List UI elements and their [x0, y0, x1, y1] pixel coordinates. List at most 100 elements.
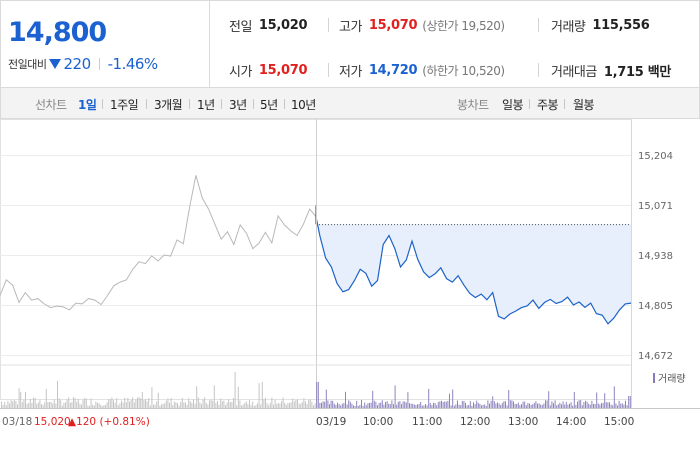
- volume-bar: [194, 403, 196, 408]
- volume-bar: [287, 403, 289, 408]
- volume-bar: [409, 403, 410, 408]
- volume-bar: [121, 400, 122, 408]
- volume-bar: [317, 382, 319, 408]
- volume-bar: [338, 403, 340, 408]
- tab-3year[interactable]: 3년: [229, 98, 247, 112]
- tab-5year[interactable]: 5년: [260, 98, 278, 112]
- tab-1day[interactable]: 1일: [78, 98, 97, 112]
- volume-bar: [167, 398, 169, 408]
- volume-bar: [340, 405, 342, 408]
- volume-bar: [122, 402, 124, 408]
- intraday-chart: 15,204 15,071 14,938 14,805 14,672 거래량 0…: [0, 119, 700, 450]
- volume-bar: [148, 398, 150, 408]
- volume-bar: [364, 402, 366, 408]
- volume-bar: [177, 403, 178, 408]
- volume-bar: [493, 401, 495, 408]
- volume-bar: [425, 404, 426, 408]
- y-tick-label: 14,805: [638, 301, 673, 312]
- tab-monthly-candle[interactable]: 월봉: [573, 98, 595, 112]
- volume-bar: [261, 381, 263, 408]
- volume-bar: [577, 401, 578, 408]
- volume-bar: [229, 402, 231, 408]
- volume-bar: [74, 398, 76, 408]
- volume-bar: [458, 404, 460, 408]
- change-value: 220: [63, 55, 91, 73]
- volume-bar: [57, 381, 58, 408]
- volume-bar: [234, 372, 236, 408]
- volume-bar: [605, 402, 607, 408]
- tab-weekly-candle[interactable]: 주봉: [537, 98, 559, 112]
- volume-bar: [593, 403, 594, 408]
- volume-bar: [49, 402, 50, 408]
- volume-bar: [130, 399, 132, 408]
- today-area-fill: [316, 216, 631, 324]
- volume-bar: [300, 403, 302, 408]
- volume-bar: [538, 403, 540, 408]
- volume-bar: [109, 399, 111, 408]
- volume-bar: [492, 396, 494, 408]
- volume-bar: [165, 400, 167, 408]
- volume-bars: [1, 372, 631, 408]
- volume-bar: [145, 399, 146, 408]
- volume-bar: [157, 392, 159, 408]
- volume-bar: [586, 401, 588, 408]
- volume-bar: [548, 391, 550, 408]
- volume-bar: [389, 404, 391, 408]
- volume-bar: [170, 398, 172, 408]
- volume-bar: [81, 404, 82, 408]
- high-label: 고가: [339, 20, 362, 35]
- volume-bar: [324, 401, 326, 408]
- volume-bar: [449, 393, 450, 408]
- volume-bar: [621, 403, 623, 408]
- volume-bar: [545, 400, 546, 408]
- volume-bar: [601, 403, 602, 408]
- volume-bar: [333, 403, 335, 408]
- volume-bar: [476, 400, 478, 408]
- volume-bar: [306, 404, 308, 408]
- volume-bar: [623, 404, 625, 408]
- volume-bar: [533, 402, 535, 408]
- volume-bar: [477, 402, 479, 408]
- volume-bar: [537, 403, 538, 408]
- volume-bar: [138, 397, 140, 408]
- volume-bar: [34, 398, 36, 408]
- volume-bar: [215, 403, 217, 408]
- volume-bar: [45, 388, 47, 408]
- volume-bar: [52, 403, 54, 408]
- tab-daily-candle[interactable]: 일봉: [502, 98, 524, 112]
- volume-value: 115,556: [592, 18, 650, 33]
- volume-bar: [266, 403, 268, 408]
- volume-bar: [532, 404, 534, 408]
- volume-bar: [569, 403, 570, 408]
- volume-bar: [617, 405, 618, 408]
- volume-bar: [85, 398, 87, 408]
- volume-bar: [439, 401, 441, 408]
- volume-bar: [178, 405, 180, 408]
- volume-bar: [417, 404, 418, 408]
- volume-bar: [503, 401, 505, 408]
- volume-bar: [143, 400, 145, 408]
- tab-1week[interactable]: 1주일: [110, 98, 139, 112]
- volume-bar: [594, 404, 596, 408]
- volume-bar: [301, 402, 303, 408]
- volume-bar: [434, 403, 436, 408]
- volume-bar: [514, 403, 516, 408]
- amount-value: 1,715 백만: [603, 65, 672, 80]
- volume-bar: [453, 405, 455, 408]
- volume-bar: [292, 398, 294, 408]
- tab-1year[interactable]: 1년: [197, 98, 215, 112]
- tab-3month[interactable]: 3개월: [154, 98, 183, 112]
- volume-bar: [319, 403, 321, 408]
- volume-bar: [602, 402, 604, 408]
- tab-10year[interactable]: 10년: [291, 98, 316, 112]
- volume-info: 거래량 115,556: [551, 16, 650, 35]
- volume-bar: [490, 400, 492, 408]
- volume-bar: [527, 403, 529, 408]
- volume-bar: [629, 396, 631, 408]
- volume-bar: [604, 393, 606, 408]
- volume-bar: [114, 402, 116, 408]
- volume-bar: [388, 403, 390, 408]
- volume-bar: [173, 401, 175, 408]
- volume-bar: [210, 399, 212, 408]
- volume-bar: [607, 402, 609, 408]
